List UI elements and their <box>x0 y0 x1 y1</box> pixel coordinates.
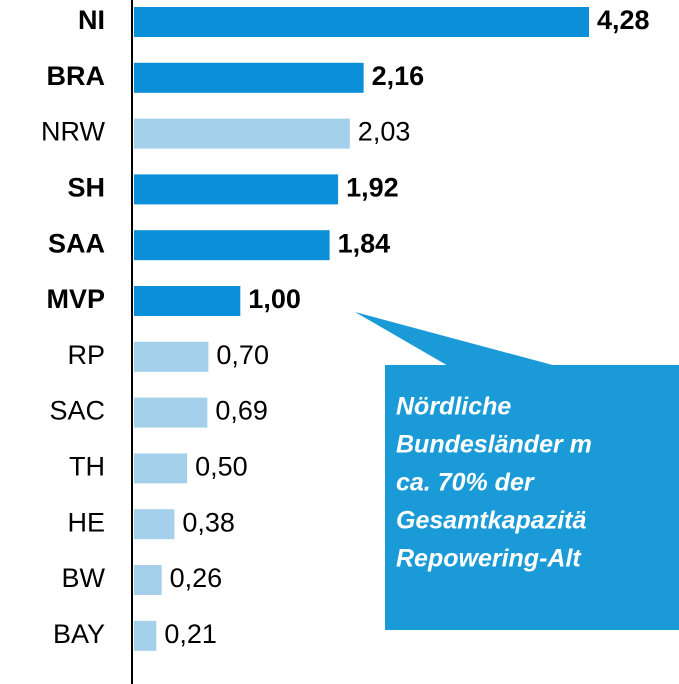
annotation-text: Nördliche <box>396 393 511 421</box>
value-label: 0,26 <box>170 563 223 593</box>
category-label: TH <box>69 452 105 482</box>
bar <box>134 286 241 316</box>
bar <box>134 341 209 372</box>
value-label: 4,28 <box>597 5 650 35</box>
category-label: BRA <box>47 61 106 91</box>
annotation-text: Repowering-Alt <box>396 545 582 573</box>
bar <box>134 453 188 484</box>
category-label: NRW <box>41 117 106 147</box>
category-label: SAC <box>49 396 105 426</box>
category-label: NI <box>78 5 105 35</box>
bar <box>134 509 175 540</box>
bar <box>134 397 208 428</box>
bar <box>134 62 364 93</box>
bar <box>134 620 157 651</box>
category-label: RP <box>67 340 105 370</box>
category-label: SAA <box>48 228 105 258</box>
value-label: 0,70 <box>216 340 269 370</box>
value-label: 0,21 <box>164 619 217 649</box>
value-label: 1,00 <box>248 284 301 314</box>
bar <box>134 7 589 37</box>
category-label: SH <box>67 173 105 203</box>
annotation-text: Gesamtkapazitä <box>396 507 586 535</box>
value-label: 1,84 <box>338 228 391 258</box>
value-label: 2,16 <box>372 61 425 91</box>
callout-box <box>385 365 679 630</box>
category-label: BW <box>62 563 106 593</box>
value-label: 0,50 <box>195 452 248 482</box>
value-label: 1,92 <box>346 173 399 203</box>
category-label: HE <box>67 507 105 537</box>
callout-pointer <box>355 312 560 367</box>
category-label: MVP <box>46 284 105 314</box>
value-label: 0,69 <box>215 396 268 426</box>
bar <box>134 565 162 595</box>
bar <box>134 174 339 205</box>
annotation-text: Bundesländer m <box>396 431 592 459</box>
value-label: 2,03 <box>358 117 411 147</box>
category-label: BAY <box>53 619 105 649</box>
value-label: 0,38 <box>182 507 235 537</box>
bar <box>134 118 350 149</box>
annotation-text: ca. 70% der <box>396 469 535 497</box>
bar <box>134 230 330 261</box>
